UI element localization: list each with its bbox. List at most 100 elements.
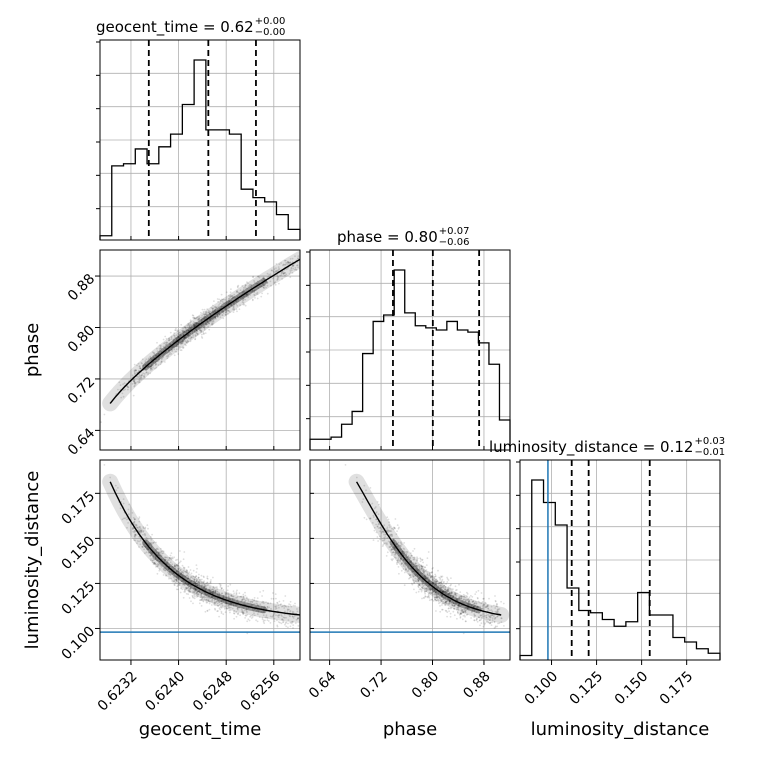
sample-point <box>144 364 147 366</box>
sample-point <box>204 313 206 316</box>
sample-point <box>480 616 483 619</box>
sample-point <box>141 546 144 549</box>
sample-point <box>441 608 443 611</box>
sample-point <box>220 293 223 296</box>
sample-point <box>184 331 186 333</box>
sample-point <box>228 299 231 302</box>
sample-point <box>233 309 236 312</box>
sample-point <box>434 581 437 583</box>
sample-point <box>418 578 421 581</box>
sample-point <box>143 375 146 377</box>
sample-point <box>179 349 182 351</box>
sample-point <box>196 332 199 335</box>
sample-point <box>406 570 409 573</box>
sample-point <box>247 293 250 295</box>
sample-point <box>225 607 228 610</box>
sample-point <box>424 590 426 593</box>
sample-point <box>456 611 459 614</box>
panel-frame <box>309 249 511 451</box>
sample-point <box>185 569 188 571</box>
sample-point <box>288 603 290 605</box>
sample-point <box>395 542 398 545</box>
sample-point <box>221 303 223 306</box>
sample-point <box>180 342 182 345</box>
sample-point <box>441 604 443 606</box>
sample-point <box>412 563 414 566</box>
sample-point <box>216 610 219 613</box>
sample-point <box>169 342 171 345</box>
sample-point <box>232 603 234 606</box>
sample-point <box>497 608 500 611</box>
title-luminosity_distance: luminosity_distance = 0.12 +0.03−0.01 <box>489 436 725 458</box>
sample-point <box>208 600 211 603</box>
sample-point <box>441 589 443 592</box>
sample-point <box>390 533 393 536</box>
sample-point <box>284 623 286 626</box>
sample-point <box>134 534 137 536</box>
sample-point <box>177 353 180 355</box>
sample-point <box>420 567 423 570</box>
sample-point <box>452 595 455 598</box>
sample-point <box>188 579 191 582</box>
sample-point <box>190 600 192 603</box>
sample-point <box>443 584 446 587</box>
sample-point <box>196 595 199 598</box>
sample-point <box>175 337 177 339</box>
sample-point <box>462 611 465 613</box>
sample-point <box>273 282 276 284</box>
sample-point <box>182 558 185 561</box>
sample-point <box>285 621 288 624</box>
sample-point <box>181 564 184 567</box>
sample-point <box>138 381 141 384</box>
sample-point <box>190 576 193 579</box>
sample-point <box>457 606 460 609</box>
sample-point <box>170 348 173 351</box>
title-text-phase: phase = 0.80 <box>337 228 438 246</box>
sample-point <box>412 570 415 573</box>
sample-point <box>381 530 384 533</box>
sample-point <box>404 551 406 554</box>
sample-point <box>187 577 190 580</box>
sample-point <box>237 608 239 611</box>
sample-point <box>187 334 190 336</box>
sample-point <box>185 336 187 339</box>
sample-point <box>478 619 481 622</box>
sample-point <box>414 575 417 577</box>
sample-point <box>235 593 238 595</box>
sample-point <box>187 585 190 588</box>
sample-point <box>419 560 422 563</box>
sample-point <box>191 333 194 336</box>
sample-point <box>437 595 440 598</box>
sample-point <box>448 607 450 609</box>
sample-point <box>245 294 248 296</box>
sample-point <box>400 548 402 550</box>
sample-point <box>195 580 198 583</box>
sample-point <box>421 574 424 577</box>
sample-point <box>480 592 483 594</box>
sample-point <box>147 358 150 360</box>
sample-point <box>98 452 100 454</box>
sample-point <box>440 581 443 584</box>
sample-point <box>176 342 178 345</box>
sample-point <box>253 290 255 292</box>
sample-point <box>446 611 449 614</box>
sample-point <box>403 553 405 556</box>
hist-panel-phase <box>306 249 511 451</box>
sample-point <box>222 310 225 313</box>
sample-point <box>214 591 217 593</box>
sample-point <box>139 539 142 542</box>
sample-point <box>291 265 294 268</box>
sample-point <box>153 562 156 565</box>
sample-point <box>142 375 145 378</box>
sample-point <box>421 558 424 561</box>
sample-point <box>154 563 157 566</box>
sample-point <box>202 599 205 602</box>
sample-point <box>195 328 197 331</box>
sample-point <box>417 575 419 578</box>
sample-point <box>192 582 194 585</box>
sample-point <box>275 270 277 272</box>
sample-point <box>234 604 237 606</box>
sample-point <box>124 517 127 520</box>
sample-point <box>209 313 212 316</box>
sample-point <box>190 323 192 326</box>
